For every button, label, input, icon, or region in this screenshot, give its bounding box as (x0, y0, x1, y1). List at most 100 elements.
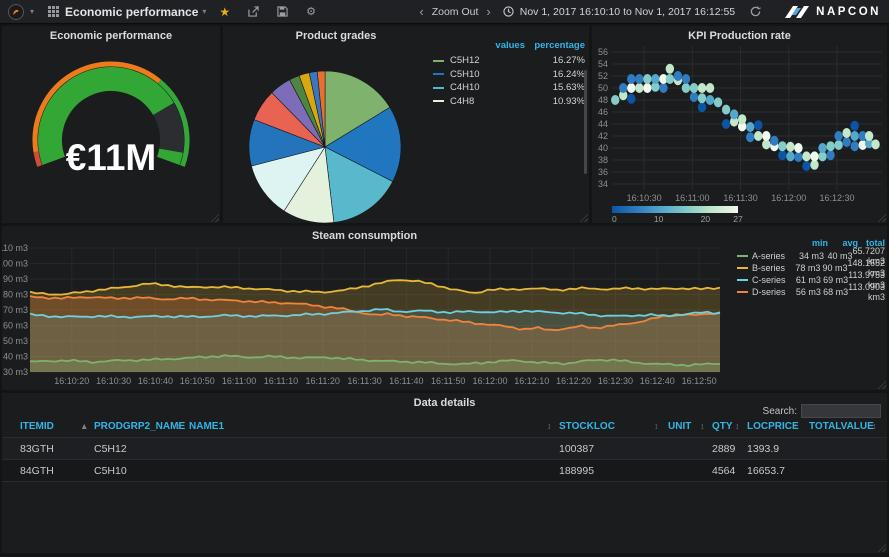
time-range-picker[interactable]: Nov 1, 2017 16:10:10 to Nov 1, 2017 16:1… (520, 6, 735, 18)
y-axis-tick-label: 34 (598, 179, 608, 189)
sort-icon[interactable]: ↕ (793, 421, 797, 431)
panel-title[interactable]: Product grades (223, 30, 449, 42)
dashboard-title[interactable]: Economic performance (65, 5, 198, 19)
x-axis-tick-label: 16:12:00 (771, 193, 806, 203)
column-header-stockloc[interactable]: STOCKLOC (559, 421, 615, 432)
legend-color-dash (737, 279, 748, 281)
scatter-dot (627, 94, 635, 104)
table-row[interactable]: 84GTHC5H10188995456416653.7 (2, 459, 887, 481)
refresh-icon[interactable] (750, 6, 761, 17)
gauge-value-arc (164, 109, 172, 151)
settings-gear-icon[interactable]: ⚙ (306, 5, 316, 18)
navbar: ▾ Economic performance ▾ ★ ⚙ ‹ Zoom Out … (0, 0, 889, 24)
column-header-totalvalue[interactable]: TOTALVALUE (809, 421, 874, 432)
chevron-left-icon[interactable]: ‹ (419, 5, 423, 18)
legend-percentage-value: 15.63% (525, 82, 585, 93)
legend-col-values[interactable]: values (473, 40, 525, 51)
scatter-dot (810, 151, 818, 161)
y-axis-tick-label: 36 (598, 167, 608, 177)
clock-icon (503, 6, 514, 17)
column-header-name1[interactable]: NAME1 (189, 421, 224, 432)
pie-legend-item[interactable]: C4H810.93% (433, 95, 585, 109)
legend-col-percentage[interactable]: percentage (525, 40, 585, 51)
gauge-chart: €11M (2, 44, 220, 220)
panel-resize-handle[interactable] (877, 543, 886, 552)
grafana-flame-icon (11, 7, 21, 17)
table-cell: 2889 (712, 443, 735, 455)
panel-title[interactable]: Steam consumption (2, 230, 727, 242)
sort-icon[interactable]: ↕ (176, 421, 180, 431)
y-axis-tick-label: 70 m3 (3, 305, 28, 315)
column-header-unit[interactable]: UNIT (668, 421, 691, 432)
scatter-dot (651, 74, 659, 84)
data-details-panel: Data details Search: ITEMID▲PRODGRP2_NAM… (2, 393, 887, 553)
scatter-chart: 34363840424446485052545616:10:3016:11:00… (592, 26, 887, 223)
y-axis-tick-label: 90 m3 (3, 274, 28, 284)
x-axis-tick-label: 16:12:30 (819, 193, 854, 203)
share-icon[interactable] (248, 6, 259, 17)
zoom-out-button[interactable]: Zoom Out (432, 6, 479, 18)
x-axis-tick-label: 16:11:00 (222, 376, 256, 386)
sort-icon[interactable]: ↕ (735, 421, 739, 431)
table-divider (2, 481, 887, 482)
table-cell: C5H12 (94, 443, 127, 455)
sort-icon[interactable]: ↕ (547, 421, 551, 431)
scatter-dot (619, 83, 627, 93)
x-axis-tick-label: 16:11:20 (306, 376, 340, 386)
panel-title[interactable]: Economic performance (2, 30, 220, 42)
pie-legend-item[interactable]: C5H1216.27% (433, 54, 585, 68)
dashboards-grid-icon[interactable] (48, 6, 59, 17)
scatter-dot (627, 74, 635, 84)
y-axis-tick-label: 40 m3 (3, 352, 28, 362)
pie-legend-item[interactable]: C4H1015.63% (433, 81, 585, 95)
y-axis-tick-label: 42 (598, 131, 608, 141)
y-axis-tick-label: 54 (598, 59, 608, 69)
sort-asc-icon[interactable]: ▲ (80, 421, 88, 431)
column-header-itemid[interactable]: ITEMID (20, 421, 54, 432)
sort-icon[interactable]: ↕ (700, 421, 704, 431)
column-header-locprice[interactable]: LOCPRICE (747, 421, 799, 432)
y-axis-tick-label: 50 (598, 83, 608, 93)
column-header-prodgrp2_name[interactable]: PRODGRP2_NAME (94, 421, 185, 432)
scatter-dot (865, 131, 873, 141)
kpi-production-rate-panel: KPI Production rate 34363840424446485052… (592, 26, 887, 223)
steam-consumption-panel: Steam consumption 30 m340 m350 m360 m370… (2, 226, 887, 390)
y-axis-tick-label: 40 (598, 143, 608, 153)
scatter-dot (871, 139, 879, 149)
scrollbar[interactable] (584, 70, 587, 174)
y-axis-tick-label: 56 (598, 47, 608, 57)
scatter-dot (635, 74, 643, 84)
scatter-dot (746, 132, 754, 142)
x-axis-tick-label: 16:12:30 (598, 376, 633, 386)
grafana-logo-icon[interactable] (8, 4, 24, 20)
sort-icon[interactable]: ↕ (654, 421, 658, 431)
steam-legend-row[interactable]: D-series56 m368 m3113.0903 km3 (737, 286, 885, 298)
scatter-dot (643, 74, 651, 84)
star-icon[interactable]: ★ (219, 5, 230, 19)
legend-col-min[interactable]: min (800, 238, 828, 250)
save-icon[interactable] (277, 6, 288, 17)
chevron-down-icon[interactable]: ▾ (30, 7, 34, 16)
y-axis-tick-label: 30 m3 (3, 367, 28, 377)
scatter-dot (818, 143, 826, 153)
scatter-dot (762, 131, 770, 141)
panel-title[interactable]: KPI Production rate (592, 30, 887, 42)
scatter-dot (611, 95, 619, 105)
table-cell: 83GTH (20, 443, 54, 455)
legend-series-label: B-series (752, 263, 795, 273)
scatter-dot (770, 136, 778, 146)
scatter-dot (682, 74, 690, 84)
scatter-dot (730, 109, 738, 119)
column-header-qty[interactable]: QTY (712, 421, 733, 432)
pie-legend-item[interactable]: C5H1016.24% (433, 68, 585, 82)
table-row[interactable]: 83GTHC5H1210038728891393.9 (2, 437, 887, 459)
chevron-down-icon[interactable]: ▾ (202, 7, 206, 16)
x-axis-tick-label: 16:12:00 (472, 376, 507, 386)
table-cell: C5H10 (94, 465, 127, 477)
y-axis-tick-label: 46 (598, 107, 608, 117)
colorbar-tick-label: 10 (654, 214, 664, 223)
scatter-dot (850, 121, 858, 131)
panel-title[interactable]: Data details (2, 397, 887, 409)
sort-icon[interactable]: ↕ (872, 421, 876, 431)
chevron-right-icon[interactable]: › (486, 5, 490, 18)
